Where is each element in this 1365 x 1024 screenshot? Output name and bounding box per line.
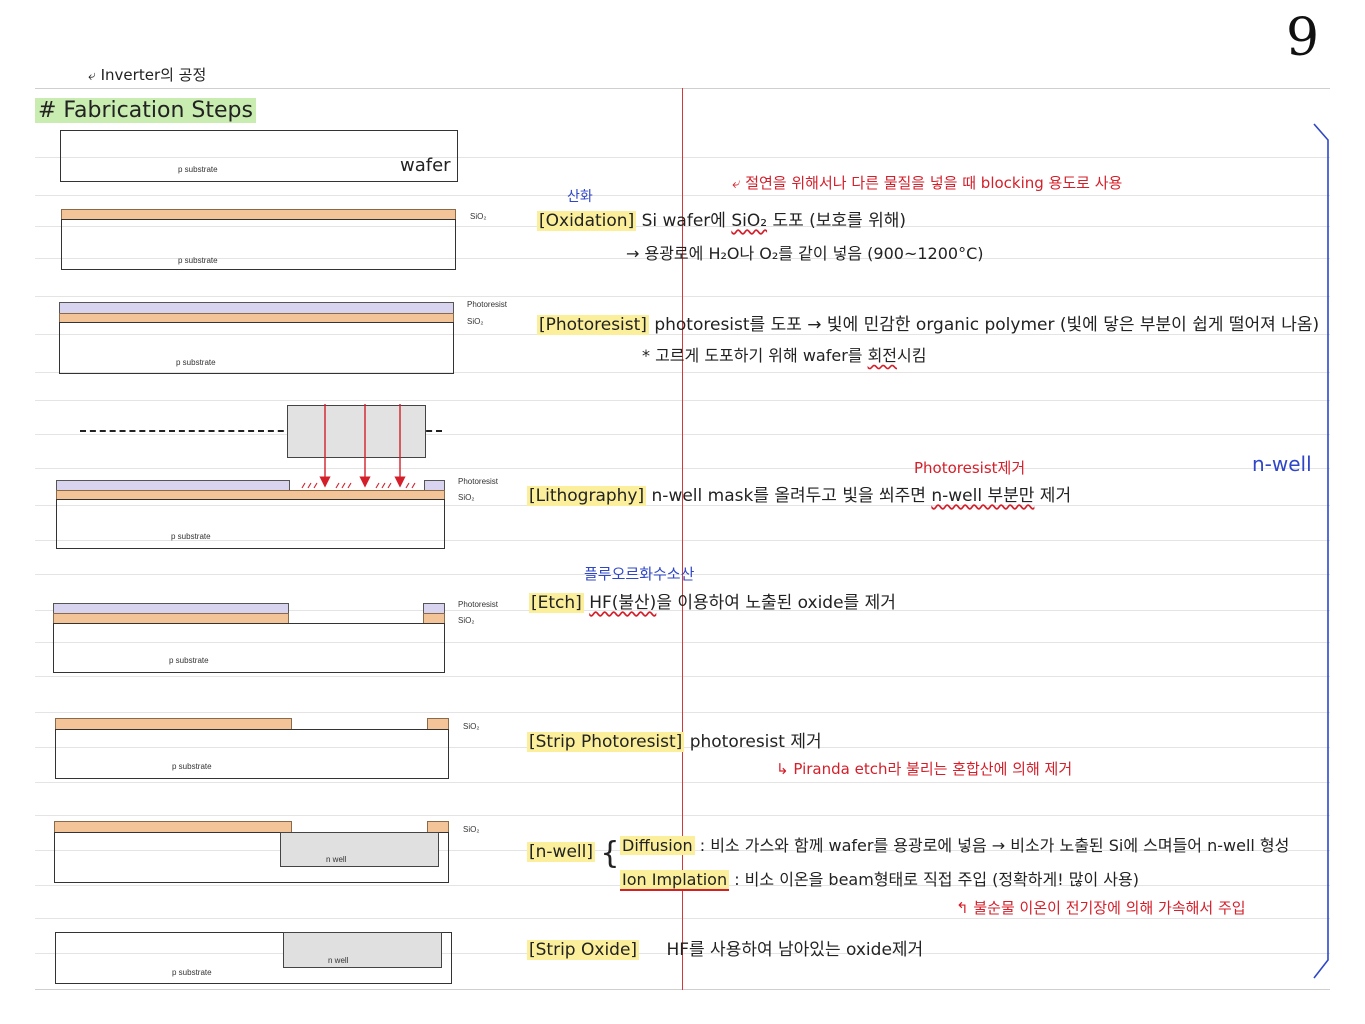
photoresist-label: Photoresist <box>458 477 499 486</box>
page-number: 9 <box>1286 8 1320 68</box>
n-well-region <box>280 832 439 867</box>
page-title: # Fabrication Steps <box>35 98 256 123</box>
photoresist-label: Photoresist <box>458 600 499 609</box>
strip-oxide-line1: [Strip Oxide] HF를 사용하여 남아있는 oxide제거 <box>527 940 924 960</box>
p-substrate-label: p substrate <box>178 256 218 265</box>
p-substrate-layer <box>55 729 449 779</box>
sio2-label: SiO₂ <box>458 493 475 502</box>
red-note-lithography: Photoresist제거 <box>914 459 1026 477</box>
brace-icon: { <box>600 836 620 871</box>
implant-line: Ion Implation : 비소 이온을 beam형태로 직접 주입 (정확… <box>620 870 1139 891</box>
p-substrate-layer <box>54 832 449 883</box>
p-substrate-layer <box>60 130 458 182</box>
right-bracket <box>1313 123 1329 979</box>
oxidation-line1: [Oxidation] Si wafer에 SiO₂ 도포 (보호를 위해) <box>537 211 907 231</box>
oxidation-line2: → 용광로에 H₂O나 O₂를 같이 넣음 (900~1200°C) <box>626 244 984 263</box>
lithography-line1: [Lithography] n-well mask를 올려두고 빛을 쐬주면 n… <box>527 486 1072 506</box>
etch-line1: [Etch] HF(불산)을 이용하여 노출된 oxide를 제거 <box>529 593 896 613</box>
red-note-strip-photoresist: ↳ Piranda etch라 불리는 혼합산에 의해 제거 <box>776 760 1073 778</box>
red-note-oxidation: ⤶ 절연을 위해서나 다른 물질을 넣을 때 blocking 용도로 사용 <box>732 174 1123 192</box>
step-tag: [Strip Photoresist] <box>527 732 685 752</box>
p-substrate-layer <box>61 219 456 270</box>
red-note-n-well: ↰ 불순물 이온이 전기장에 의해 가속해서 주입 <box>956 899 1246 917</box>
n-well-label: n well <box>326 855 347 864</box>
p-substrate-label: p substrate <box>176 358 216 367</box>
wafer-label: wafer <box>400 155 451 176</box>
step-tag: [Etch] <box>529 593 584 613</box>
photoresist-line2: * 고르게 도포하기 위해 wafer를 회전시킴 <box>642 346 927 365</box>
p-substrate-label: p substrate <box>172 968 212 977</box>
step-tag: [Lithography] <box>527 486 647 506</box>
curl-arrow-icon: ↰ <box>956 899 969 917</box>
sio2-label: SiO₂ <box>458 616 475 625</box>
p-substrate-label: p substrate <box>171 532 211 541</box>
margin-line <box>682 88 683 990</box>
curl-arrow-icon: ↳ <box>776 760 789 778</box>
sio2-label: SiO₂ <box>463 722 480 731</box>
n-well-label: n well <box>328 956 349 965</box>
n-well-side-label: n-well <box>1252 452 1312 476</box>
curl-arrow-icon: ⤶ <box>88 68 96 84</box>
p-substrate-label: p substrate <box>172 762 212 771</box>
sio2-label: SiO₂ <box>463 825 480 834</box>
photoresist-line1: [Photoresist] photoresist를 도포 → 빛에 민감한 o… <box>537 315 1320 335</box>
diffusion-line: Diffusion : 비소 가스와 함께 wafer를 용광로에 넣음 → 비… <box>620 836 1290 855</box>
n-well-region <box>283 932 442 968</box>
sio2-label: SiO₂ <box>467 317 484 326</box>
korean-note-oxidation: 산화 <box>567 189 593 205</box>
p-substrate-layer <box>53 623 445 673</box>
strip-photoresist-line1: [Strip Photoresist] photoresist 제거 <box>527 732 822 752</box>
step-tag: [Photoresist] <box>537 315 649 335</box>
light-arrows <box>301 404 416 489</box>
p-substrate-layer <box>59 322 454 374</box>
p-substrate-layer <box>55 932 452 984</box>
n-well-tag: [n-well] { <box>527 830 619 871</box>
mask-dashed-line <box>80 430 442 432</box>
korean-note-etch: 플루오르화수소산 <box>584 565 695 583</box>
p-substrate-layer <box>56 499 445 549</box>
step-tag: [n-well] <box>527 842 595 862</box>
curl-arrow-icon: ⤶ <box>732 174 741 192</box>
step-tag: [Oxidation] <box>537 211 637 231</box>
photoresist-label: Photoresist <box>467 300 508 309</box>
inverter-note: ⤶ Inverter의 공정 <box>88 66 207 84</box>
n-well-mask <box>287 405 426 458</box>
sio2-label: SiO₂ <box>470 212 487 221</box>
step-tag: [Strip Oxide] <box>527 940 640 960</box>
p-substrate-label: p substrate <box>169 656 209 665</box>
p-substrate-label: p substrate <box>178 165 218 174</box>
